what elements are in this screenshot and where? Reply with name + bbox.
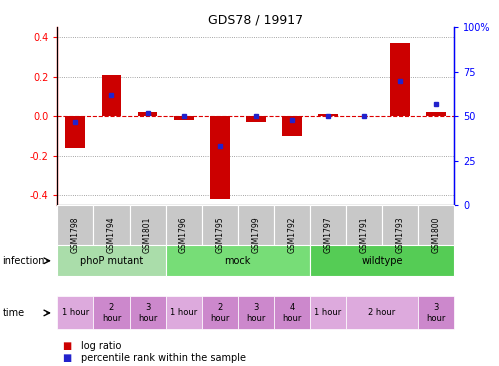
Bar <box>138 112 158 116</box>
Bar <box>282 116 302 136</box>
Text: GSM1794: GSM1794 <box>107 217 116 254</box>
Text: GSM1800: GSM1800 <box>432 217 441 253</box>
Text: GSM1796: GSM1796 <box>179 217 188 254</box>
Text: 4
hour: 4 hour <box>282 303 301 323</box>
Text: percentile rank within the sample: percentile rank within the sample <box>81 353 247 363</box>
Text: 2 hour: 2 hour <box>368 309 396 317</box>
Bar <box>246 116 265 122</box>
Text: GSM1793: GSM1793 <box>396 217 405 254</box>
Text: GSM1798: GSM1798 <box>71 217 80 253</box>
Text: 2
hour: 2 hour <box>210 303 230 323</box>
Bar <box>390 43 410 116</box>
Text: GSM1797: GSM1797 <box>323 217 332 254</box>
Text: GSM1791: GSM1791 <box>359 217 368 253</box>
Text: GSM1795: GSM1795 <box>215 217 224 254</box>
Text: 2
hour: 2 hour <box>102 303 121 323</box>
Text: GSM1792: GSM1792 <box>287 217 296 253</box>
Text: ■: ■ <box>62 341 72 351</box>
Text: 1 hour: 1 hour <box>314 309 341 317</box>
Bar <box>210 116 230 199</box>
Text: phoP mutant: phoP mutant <box>80 256 143 266</box>
Text: 3
hour: 3 hour <box>246 303 265 323</box>
Bar <box>318 114 338 116</box>
Text: 3
hour: 3 hour <box>426 303 446 323</box>
Text: GSM1801: GSM1801 <box>143 217 152 253</box>
Text: 1 hour: 1 hour <box>62 309 89 317</box>
Text: mock: mock <box>225 256 251 266</box>
Text: 1 hour: 1 hour <box>170 309 197 317</box>
Text: ■: ■ <box>62 353 72 363</box>
Text: infection: infection <box>2 256 45 266</box>
Text: GSM1799: GSM1799 <box>251 217 260 254</box>
Bar <box>102 75 121 116</box>
Bar <box>174 116 194 120</box>
Bar <box>426 112 446 116</box>
Text: wildtype: wildtype <box>361 256 403 266</box>
Title: GDS78 / 19917: GDS78 / 19917 <box>208 13 303 26</box>
Text: time: time <box>2 308 24 318</box>
Text: log ratio: log ratio <box>81 341 122 351</box>
Bar <box>65 116 85 148</box>
Text: 3
hour: 3 hour <box>138 303 157 323</box>
